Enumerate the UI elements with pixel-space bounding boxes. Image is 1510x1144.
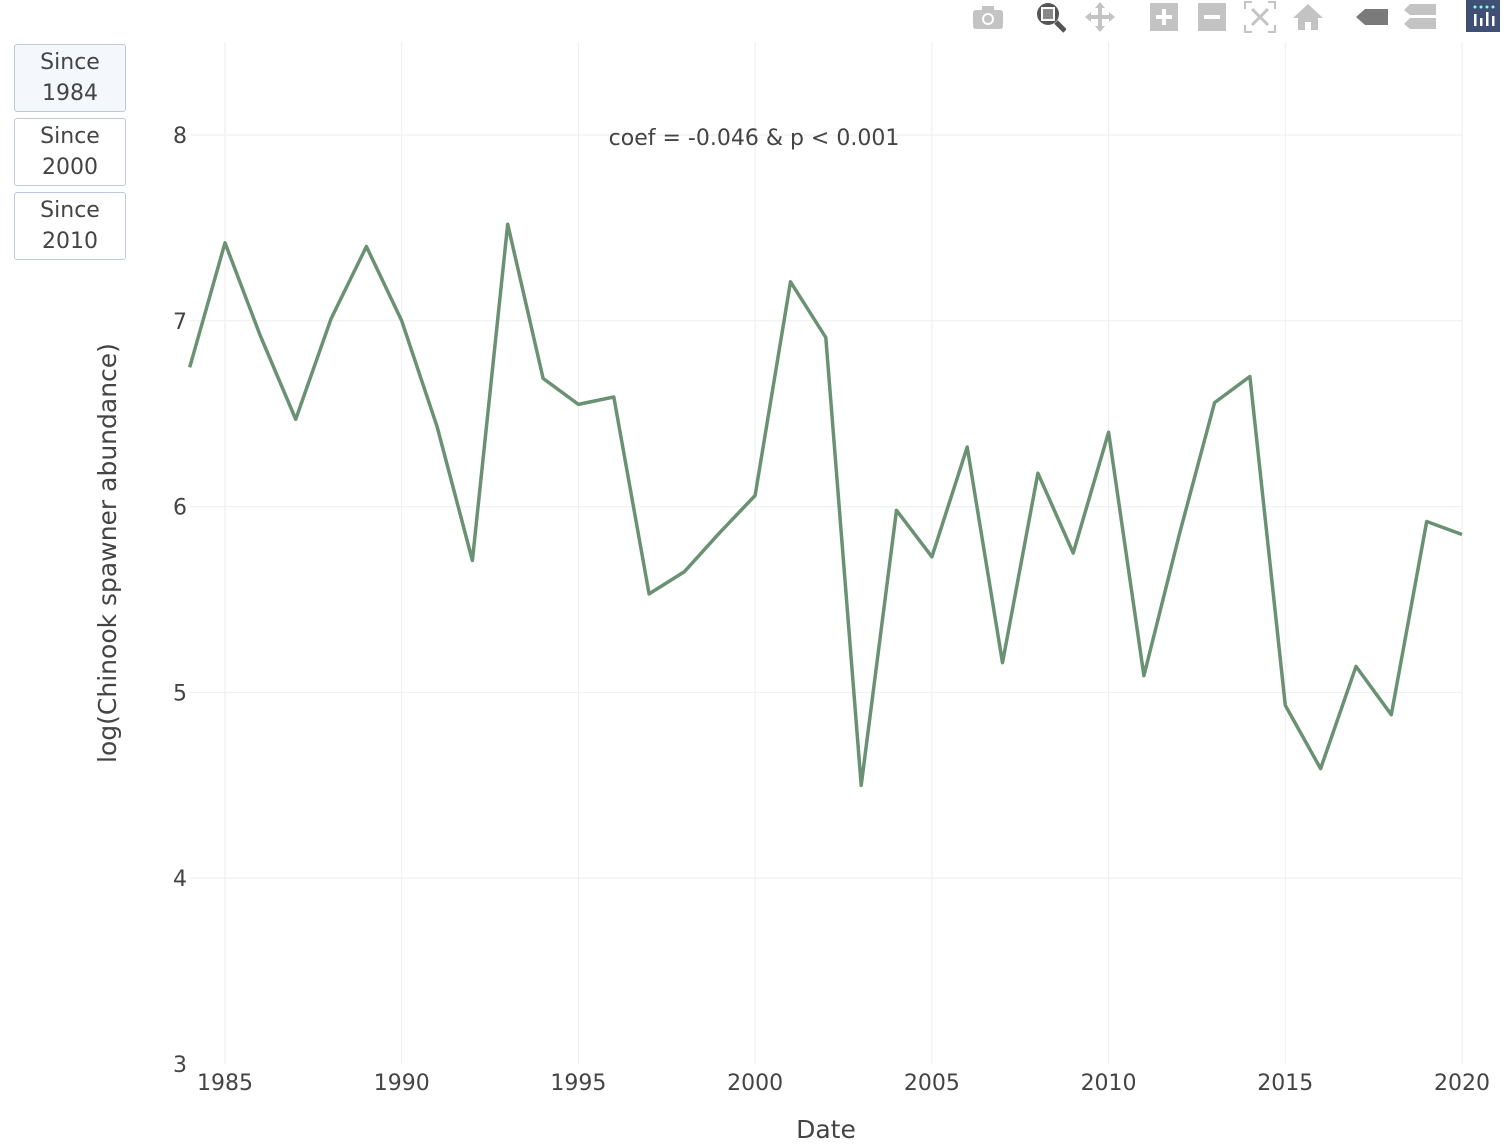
pan-icon[interactable]: [1084, 2, 1116, 32]
zoom-in-icon[interactable]: [1148, 2, 1180, 32]
x-tick-label: 1990: [374, 1071, 430, 1096]
x-tick-label: 2020: [1434, 1071, 1490, 1096]
plotly-logo-icon[interactable]: [1466, 0, 1500, 32]
y-tick-label: 5: [173, 681, 187, 706]
since-2010-button[interactable]: Since 2010: [14, 192, 126, 260]
x-tick-label: 2010: [1081, 1071, 1137, 1096]
hover-closest-icon[interactable]: [1356, 2, 1388, 32]
autoscale-icon[interactable]: [1244, 1, 1276, 33]
annotation: coef = -0.046 & p < 0.001: [609, 126, 900, 151]
camera-icon[interactable]: [972, 2, 1004, 32]
y-tick-label: 6: [173, 496, 187, 521]
x-tick-label: 1985: [197, 1071, 253, 1096]
x-tick-label: 1995: [550, 1071, 606, 1096]
x-tick-label: 2015: [1257, 1071, 1313, 1096]
since-1984-button[interactable]: Since 1984: [14, 44, 126, 112]
hover-compare-icon[interactable]: [1404, 2, 1436, 32]
x-axis-title: Date: [796, 1115, 856, 1144]
x-tick-label: 2005: [904, 1071, 960, 1096]
reset-axes-icon[interactable]: [1292, 2, 1324, 32]
series-line: [188, 222, 1463, 788]
zoom-out-icon[interactable]: [1196, 2, 1228, 32]
zoom-icon[interactable]: [1034, 2, 1066, 33]
since-2000-button[interactable]: Since 2000: [14, 118, 126, 186]
y-tick-label: 8: [173, 124, 187, 149]
y-tick-label: 3: [173, 1053, 187, 1078]
x-tick-label: 2000: [727, 1071, 783, 1096]
y-tick-label: 4: [173, 867, 187, 892]
y-axis-title: log(Chinook spawner abundance): [93, 343, 122, 763]
y-tick-label: 7: [173, 310, 187, 335]
